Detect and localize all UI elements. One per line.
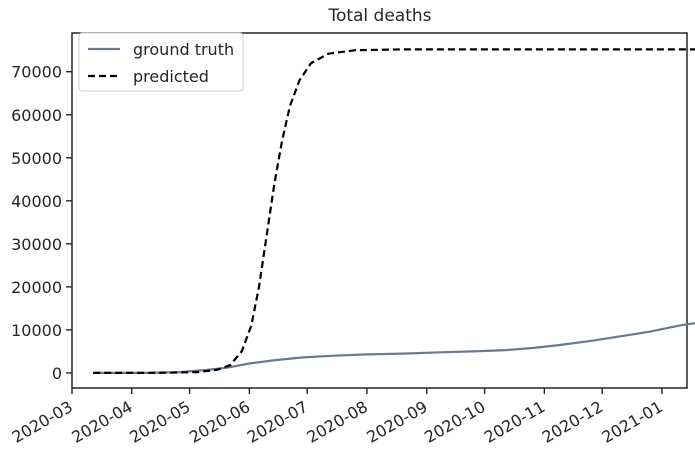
series-line-0 <box>93 321 695 374</box>
legend-label-predicted: predicted <box>133 67 209 86</box>
y-tick-label: 30000 <box>11 235 62 254</box>
x-tick-label: 2021-01 <box>599 397 666 447</box>
x-tick-label: 2020-10 <box>421 397 488 447</box>
y-tick-label: 0 <box>52 364 62 383</box>
x-tick-label: 2020-07 <box>244 397 311 447</box>
x-tick-label: 2020-09 <box>363 397 430 447</box>
x-tick-label: 2020-08 <box>304 397 371 447</box>
x-tick-label: 2020-03 <box>9 397 76 447</box>
series-layer <box>93 48 695 374</box>
x-axis: 2020-032020-042020-052020-062020-072020-… <box>9 388 666 447</box>
series-line-1 <box>93 48 695 374</box>
legend-box <box>78 32 244 92</box>
y-tick-label: 60000 <box>11 106 62 125</box>
y-tick-label: 70000 <box>11 63 62 82</box>
chart-title: Total deaths <box>327 6 431 26</box>
y-tick-label: 10000 <box>11 321 62 340</box>
legend: ground truth predicted <box>78 32 244 92</box>
x-tick-label: 2020-04 <box>68 397 135 447</box>
y-tick-label: 40000 <box>11 192 62 211</box>
legend-label-ground-truth: ground truth <box>133 40 234 59</box>
y-tick-label: 50000 <box>11 149 62 168</box>
x-tick-label: 2020-05 <box>126 397 193 447</box>
x-tick-label: 2020-11 <box>481 397 548 447</box>
y-tick-label: 20000 <box>11 278 62 297</box>
plot-frame <box>71 32 688 389</box>
x-tick-label: 2020-12 <box>539 397 606 447</box>
x-tick-label: 2020-06 <box>186 397 253 447</box>
y-axis: 0 10000 20000 30000 40000 50000 60000 70000 <box>11 63 72 383</box>
